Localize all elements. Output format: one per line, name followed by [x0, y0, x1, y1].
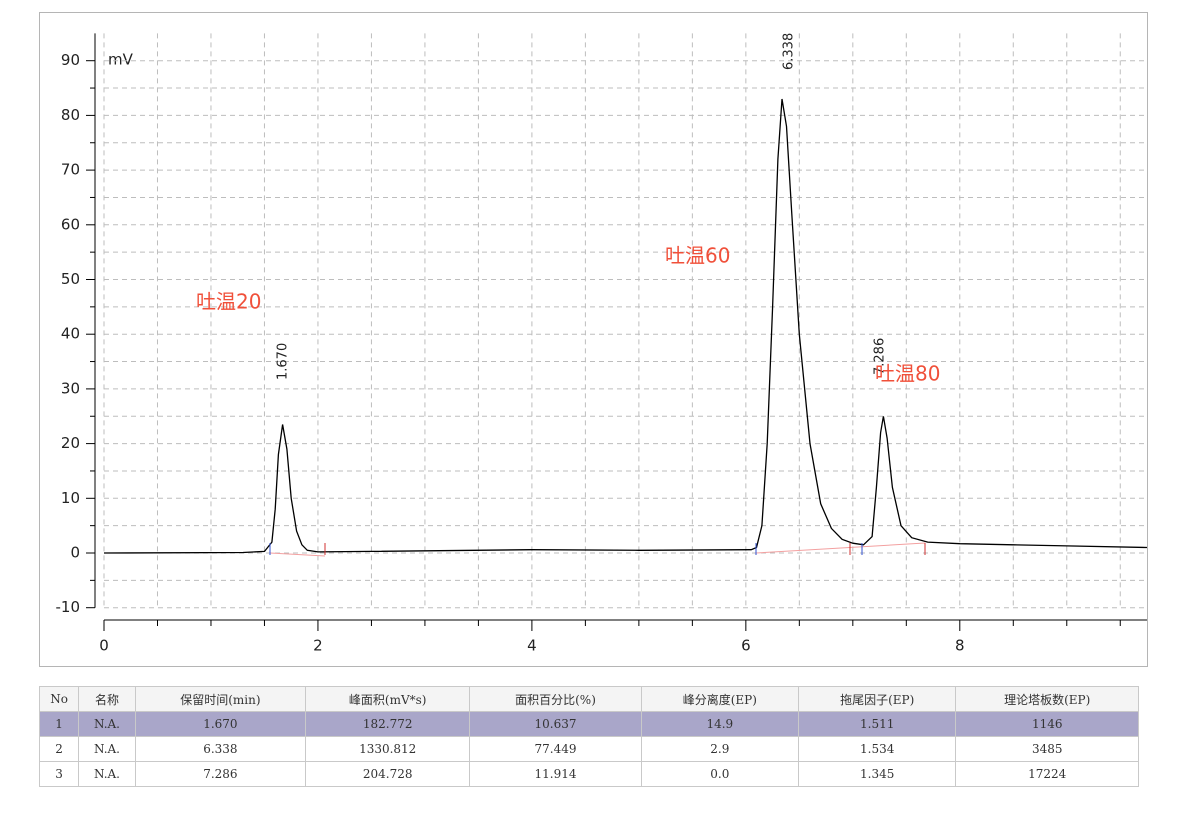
baseline — [755, 542, 926, 554]
peak-label: 1.670 — [276, 343, 291, 380]
x-tick-label: 8 — [955, 637, 965, 655]
table-cell: 2 — [38, 736, 80, 762]
table-cell: 11.914 — [469, 761, 642, 787]
x-tick-label: 4 — [527, 637, 537, 655]
y-tick-label: 30 — [61, 379, 80, 397]
table-cell: 3 — [38, 761, 80, 787]
table-cell: 10.637 — [469, 711, 642, 737]
column-header: 拖尾因子(EP) — [798, 686, 957, 712]
table-cell: 7.286 — [134, 761, 306, 787]
table-cell: 17224 — [955, 761, 1139, 787]
chart-frame — [39, 12, 1148, 667]
peak-label: 6.338 — [782, 33, 797, 70]
x-tick-label: 0 — [99, 637, 109, 655]
header-row: No 名称 保留时间(min) 峰面积(mV*s) 面积百分比(%) 峰分离度(EP) 拖尾… — [38, 686, 1139, 712]
column-header: No — [38, 686, 80, 712]
table-cell: 14.9 — [640, 711, 800, 737]
table-cell: 1.534 — [798, 736, 957, 762]
x-tick-label: 2 — [313, 637, 323, 655]
table-cell: 0.0 — [640, 761, 800, 787]
table-cell: 1146 — [955, 711, 1139, 737]
table-cell: 1330.812 — [304, 736, 471, 762]
table-cell: 1 — [38, 711, 80, 737]
table-cell: 2.9 — [640, 736, 800, 762]
table-cell: 1.670 — [134, 711, 306, 737]
column-header: 保留时间(min) — [134, 686, 306, 712]
annotation: 吐温60 — [665, 244, 730, 268]
table-cell: 1.511 — [798, 711, 957, 737]
table-cell: N.A. — [78, 761, 136, 787]
column-header: 名称 — [78, 686, 136, 712]
x-tick-label: 6 — [741, 637, 751, 655]
table-cell: 1.345 — [798, 761, 957, 787]
annotation: 吐温20 — [196, 290, 261, 314]
y-tick-label: 10 — [61, 489, 80, 507]
y-tick-label: 50 — [61, 270, 80, 288]
table-cell: 3485 — [955, 736, 1139, 762]
table-cell: 77.449 — [469, 736, 642, 762]
column-header: 面积百分比(%) — [469, 686, 642, 712]
peak-label: 7.286 — [873, 338, 888, 375]
y-tick-label: 80 — [61, 106, 80, 124]
y-tick-label: 90 — [61, 51, 80, 69]
y-tick-label: 0 — [70, 544, 80, 562]
unit-label: mV — [108, 51, 134, 69]
table-cell: N.A. — [78, 736, 136, 762]
table-cell: N.A. — [78, 711, 136, 737]
y-tick-label: 60 — [61, 215, 80, 233]
column-header: 峰面积(mV*s) — [304, 686, 471, 712]
y-tick-label: -10 — [56, 598, 81, 616]
y-tick-label: 20 — [61, 434, 80, 452]
y-tick-label: 70 — [61, 161, 80, 179]
chromatogram-trace — [103, 98, 1148, 554]
table-row[interactable]: 1 N.A. 1.670 182.772 10.637 14.9 1.511 1146 — [38, 711, 1139, 737]
table-cell: 182.772 — [304, 711, 471, 737]
baseline — [269, 552, 326, 557]
table-row[interactable]: 3 N.A. 7.286 204.728 11.914 0.0 1.345 17224 — [38, 761, 1139, 787]
annotation: 吐温80 — [875, 362, 940, 386]
table-row[interactable]: 2 N.A. 6.338 1330.812 77.449 2.9 1.534 3485 — [38, 736, 1139, 762]
y-tick-label: 40 — [61, 325, 80, 343]
chart: mV -10 0 10 20 30 40 50 60 70 80 90 0 2 4 6 8 1.670 6.338… — [39, 12, 1148, 667]
column-header: 理论塔板数(EP) — [955, 686, 1139, 712]
column-header: 峰分离度(EP) — [640, 686, 800, 712]
results-table: No 名称 保留时间(min) 峰面积(mV*s) 面积百分比(%) 峰分离度(EP) 拖尾… — [38, 686, 1139, 787]
table-cell: 6.338 — [134, 736, 306, 762]
table-cell: 204.728 — [304, 761, 471, 787]
